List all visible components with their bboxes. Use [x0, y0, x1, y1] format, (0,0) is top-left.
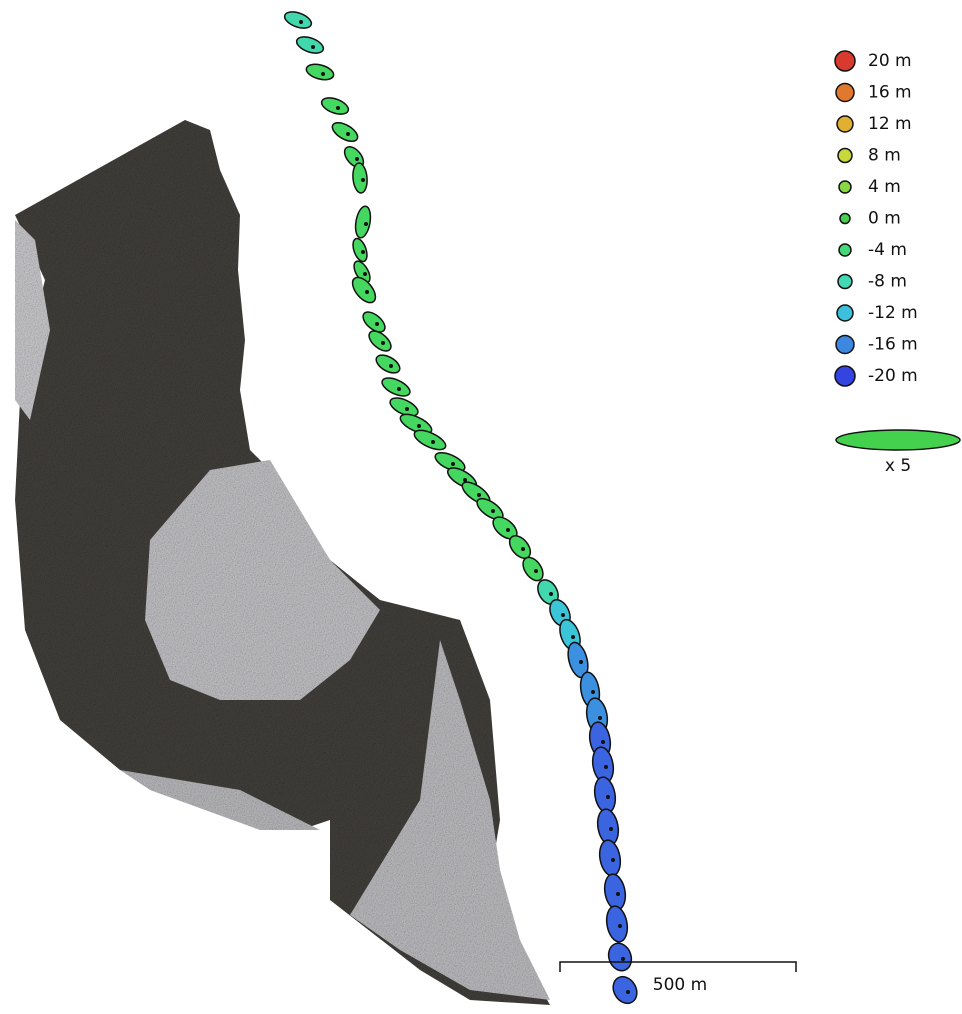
- camera-center: [365, 290, 369, 294]
- camera-center: [579, 660, 583, 664]
- camera-ellipse: [352, 162, 369, 193]
- scale-ellipse-label: x 5: [885, 456, 911, 476]
- camera-center: [598, 716, 602, 720]
- scale-bar-line: [560, 962, 796, 972]
- camera-center: [405, 407, 409, 411]
- camera-ellipse: [605, 940, 635, 974]
- camera-center: [299, 20, 303, 24]
- legend-swatch: [838, 275, 852, 289]
- camera-locations-figure: 20 m 16 m 12 m 8 m 4 m 0 m -4 m -8 m -12 m -16 m -…: [0, 0, 962, 1010]
- camera-center: [521, 547, 525, 551]
- camera-center: [311, 45, 315, 49]
- legend-label: 16 m: [868, 83, 912, 103]
- legend-label: -16 m: [868, 335, 918, 355]
- camera-ellipse: [608, 972, 641, 1007]
- camera-ellipse: [329, 119, 360, 145]
- legend-label: 8 m: [868, 146, 901, 166]
- camera-center: [616, 892, 620, 896]
- camera-center: [606, 795, 610, 799]
- camera-center: [626, 990, 630, 994]
- camera-ellipse: [379, 374, 412, 399]
- camera-center: [363, 272, 367, 276]
- camera-center: [463, 478, 467, 482]
- legend-swatch: [837, 116, 853, 132]
- legend-label: -12 m: [868, 303, 918, 323]
- camera-center: [355, 157, 359, 161]
- camera-center: [611, 858, 615, 862]
- legend-swatch: [836, 84, 854, 102]
- legend-swatch: [835, 366, 855, 386]
- legend-label: -8 m: [868, 272, 907, 292]
- camera-center: [618, 924, 622, 928]
- scale-bar-label: 500 m: [653, 975, 707, 995]
- legend-swatch: [839, 244, 851, 256]
- camera-center: [549, 592, 553, 596]
- legend: 20 m 16 m 12 m 8 m 4 m 0 m -4 m -8 m -12 m -16 m -…: [835, 51, 918, 386]
- camera-center: [361, 178, 365, 182]
- orthomosaic: [15, 120, 550, 1005]
- camera-center: [604, 765, 608, 769]
- legend-swatch: [836, 336, 854, 354]
- camera-center: [561, 613, 565, 617]
- camera-center: [534, 569, 538, 573]
- camera-ellipse: [373, 351, 403, 376]
- camera-center: [431, 440, 435, 444]
- legend-label: 20 m: [868, 51, 912, 71]
- legend-swatch: [837, 305, 853, 321]
- camera-center: [621, 957, 625, 961]
- legend-label: 12 m: [868, 114, 912, 134]
- camera-center: [451, 462, 455, 466]
- legend-label: -20 m: [868, 366, 918, 386]
- camera-center: [336, 106, 340, 110]
- camera-ellipse: [282, 9, 313, 32]
- legend-label: 0 m: [868, 209, 901, 229]
- legend-swatch: [838, 149, 852, 163]
- camera-center: [417, 424, 421, 428]
- legend-label: -4 m: [868, 240, 907, 260]
- camera-ellipse: [353, 205, 372, 239]
- legend-swatch: [835, 51, 855, 71]
- scale-bar: 500 m: [560, 962, 796, 995]
- camera-ellipse: [319, 95, 350, 118]
- camera-center: [591, 690, 595, 694]
- camera-ellipse: [597, 839, 623, 878]
- camera-ellipse: [604, 905, 630, 944]
- camera-center: [346, 132, 350, 136]
- camera-center: [601, 740, 605, 744]
- scale-ellipse: [836, 430, 960, 450]
- legend-swatch: [839, 181, 851, 193]
- camera-center: [375, 322, 379, 326]
- camera-center: [389, 364, 393, 368]
- camera-ellipse: [294, 34, 325, 57]
- legend-swatch: [840, 214, 850, 224]
- camera-center: [506, 528, 510, 532]
- camera-center: [571, 635, 575, 639]
- camera-center: [321, 72, 325, 76]
- camera-center: [364, 222, 368, 226]
- legend-label: 4 m: [868, 177, 901, 197]
- camera-ellipse: [350, 237, 369, 264]
- camera-center: [361, 250, 365, 254]
- camera-center: [491, 509, 495, 513]
- camera-center: [609, 827, 613, 831]
- camera-ellipse: [305, 62, 336, 83]
- camera-center: [397, 387, 401, 391]
- camera-center: [477, 493, 481, 497]
- camera-center: [381, 341, 385, 345]
